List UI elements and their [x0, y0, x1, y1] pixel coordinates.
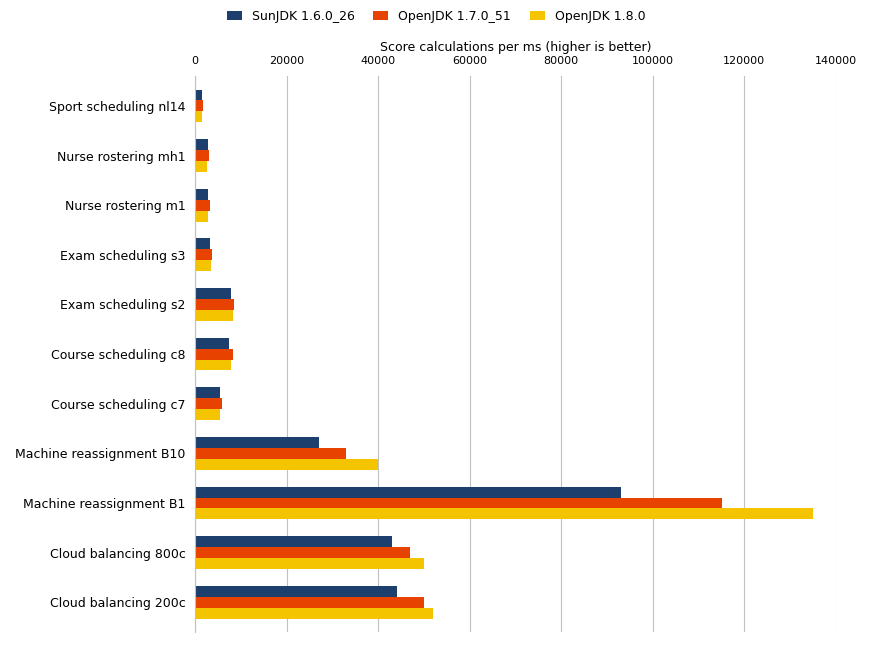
Bar [195, 288, 231, 299]
Bar [195, 437, 318, 448]
Bar [195, 360, 231, 371]
Bar [195, 299, 234, 310]
Bar [195, 89, 202, 100]
Bar [195, 608, 433, 619]
Bar [195, 536, 392, 547]
Bar [195, 161, 208, 172]
Bar [195, 459, 378, 470]
Bar [195, 260, 211, 271]
Bar [195, 547, 410, 558]
Bar [195, 189, 208, 200]
Legend: SunJDK 1.6.0_26, OpenJDK 1.7.0_51, OpenJDK 1.8.0: SunJDK 1.6.0_26, OpenJDK 1.7.0_51, OpenJ… [223, 6, 649, 27]
Bar [195, 310, 233, 321]
Bar [195, 399, 221, 409]
Bar [195, 558, 424, 569]
X-axis label: Score calculations per ms (higher is better): Score calculations per ms (higher is bet… [380, 41, 651, 54]
Bar [195, 338, 229, 349]
Bar [195, 448, 346, 459]
Bar [195, 388, 221, 399]
Bar [195, 586, 397, 597]
Bar [195, 509, 813, 520]
Bar [195, 597, 424, 608]
Bar [195, 487, 621, 498]
Bar [195, 150, 209, 161]
Bar [195, 249, 212, 260]
Bar [195, 100, 203, 111]
Bar [195, 349, 233, 360]
Bar [195, 211, 208, 221]
Bar [195, 139, 208, 150]
Bar [195, 498, 721, 509]
Bar [195, 200, 210, 211]
Bar [195, 409, 221, 420]
Bar [195, 111, 201, 122]
Bar [195, 239, 210, 249]
